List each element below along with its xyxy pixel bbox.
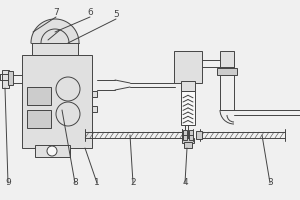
Bar bbox=[8, 71, 13, 85]
Bar bbox=[182, 138, 194, 143]
Bar bbox=[189, 130, 193, 140]
Bar bbox=[220, 51, 234, 67]
Bar bbox=[181, 81, 195, 91]
Bar bbox=[217, 68, 237, 75]
Polygon shape bbox=[31, 19, 79, 43]
Text: 9: 9 bbox=[5, 178, 11, 187]
Bar bbox=[196, 131, 202, 139]
Bar bbox=[181, 91, 195, 125]
Text: 4: 4 bbox=[182, 178, 188, 187]
Bar bbox=[22, 55, 92, 148]
Text: 8: 8 bbox=[72, 178, 78, 187]
Text: 3: 3 bbox=[267, 178, 273, 187]
Bar bbox=[32, 43, 78, 55]
Circle shape bbox=[56, 77, 80, 101]
Bar bbox=[184, 142, 192, 148]
Bar bbox=[183, 130, 187, 140]
Text: 1: 1 bbox=[94, 178, 100, 187]
Text: 7: 7 bbox=[53, 8, 59, 17]
Bar bbox=[92, 91, 97, 97]
Bar bbox=[27, 87, 51, 105]
Bar bbox=[35, 145, 70, 157]
Bar bbox=[92, 106, 97, 112]
Circle shape bbox=[56, 102, 80, 126]
Circle shape bbox=[47, 146, 57, 156]
Text: 6: 6 bbox=[87, 8, 93, 17]
Bar bbox=[27, 110, 51, 128]
Bar bbox=[174, 51, 202, 83]
Bar bbox=[2, 70, 9, 88]
Text: 5: 5 bbox=[113, 10, 119, 19]
Text: 2: 2 bbox=[130, 178, 136, 187]
